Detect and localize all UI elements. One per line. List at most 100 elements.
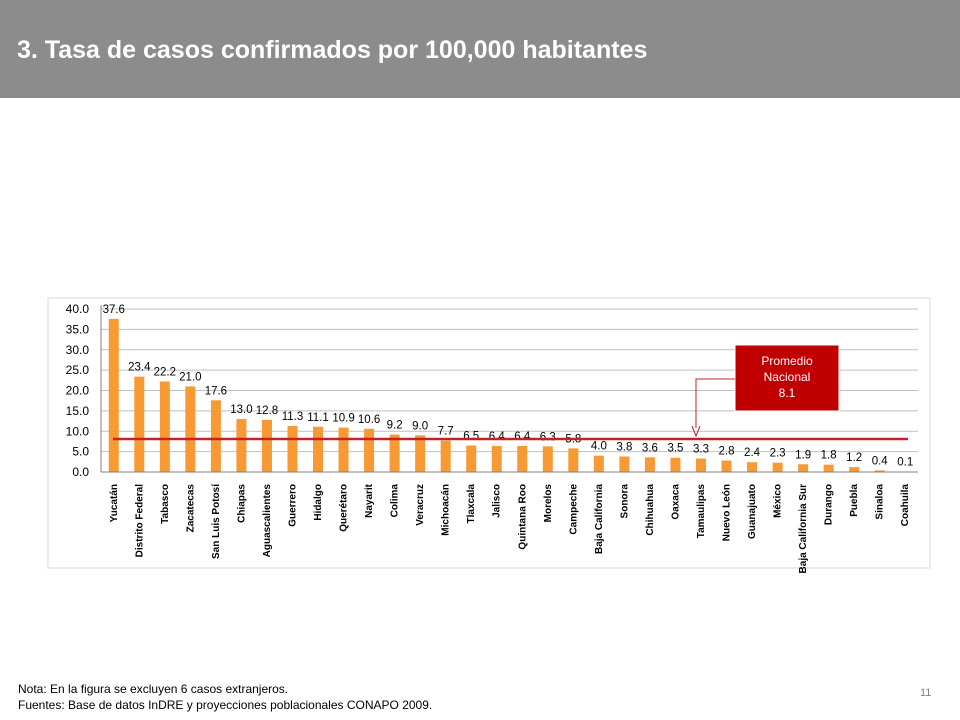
data-label: 2.3 — [770, 448, 786, 460]
data-label: 6.3 — [540, 431, 556, 443]
data-label: 3.3 — [693, 444, 709, 456]
x-tick-label: Aguascalientes — [262, 484, 273, 558]
footnote-note: Nota: En la figura se excluyen 6 casos e… — [18, 682, 289, 696]
data-label: 6.4 — [489, 431, 506, 443]
data-label: 1.2 — [846, 452, 862, 464]
callout-arrowhead — [691, 425, 701, 438]
x-tick-label: San Luis Potosí — [211, 483, 222, 559]
bar — [849, 467, 860, 472]
bar — [364, 428, 375, 472]
data-label: 9.2 — [387, 420, 403, 432]
y-tick-label: 0.0 — [72, 465, 89, 479]
data-label: 37.6 — [103, 304, 125, 316]
x-tick-label: Sonora — [619, 484, 630, 519]
x-tick-label: Chihuahua — [645, 484, 656, 536]
bar — [823, 464, 834, 472]
y-tick-label: 35.0 — [66, 322, 90, 336]
data-label: 22.2 — [154, 367, 176, 379]
data-label: 17.6 — [205, 385, 227, 397]
bar — [874, 470, 885, 472]
bar — [542, 446, 553, 472]
data-label: 12.8 — [256, 405, 278, 417]
x-tick-label: Veracruz — [415, 484, 426, 526]
bar — [415, 435, 426, 472]
x-tick-label: Morelos — [543, 484, 554, 523]
data-label: 13.0 — [230, 404, 252, 416]
page-number: 11 — [920, 687, 932, 699]
bar — [159, 381, 170, 472]
bar — [134, 376, 145, 472]
x-tick-label: Querétaro — [339, 484, 350, 532]
bar — [517, 445, 528, 472]
bar — [644, 457, 655, 472]
y-tick-label: 15.0 — [66, 404, 90, 418]
data-label: 0.1 — [897, 457, 913, 469]
bar — [108, 318, 119, 472]
bar — [313, 426, 324, 472]
x-tick-label: Guerrero — [287, 484, 298, 527]
data-label: 1.8 — [821, 450, 837, 462]
x-tick-label: Sinaloa — [875, 484, 886, 520]
x-tick-label: México — [773, 484, 784, 518]
data-label: 21.0 — [179, 371, 201, 383]
bar — [261, 419, 272, 472]
x-tick-label: Durango — [824, 484, 835, 525]
bar — [236, 419, 247, 472]
bar — [695, 458, 706, 472]
average-callout-text: Nacional — [764, 370, 811, 384]
data-label: 3.5 — [667, 443, 683, 455]
data-label: 10.6 — [358, 414, 380, 426]
data-label: 0.4 — [872, 455, 889, 467]
data-label: 3.6 — [642, 442, 658, 454]
average-callout-text: 8.1 — [779, 386, 796, 400]
x-tick-label: Distrito Federal — [134, 484, 145, 558]
callout-connector — [695, 378, 735, 428]
data-label: 23.4 — [128, 362, 151, 374]
bar — [210, 400, 221, 472]
bar — [568, 448, 579, 472]
x-tick-label: Tabasco — [160, 484, 171, 524]
x-tick-label: Guanajuato — [747, 484, 758, 539]
x-tick-label: Nayarit — [364, 483, 375, 518]
chart-frame — [47, 297, 931, 569]
x-tick-label: Tamaulipas — [696, 484, 707, 539]
bar — [389, 434, 400, 472]
bar — [670, 457, 681, 472]
bar — [721, 460, 732, 472]
bar — [747, 462, 758, 472]
data-label: 1.9 — [795, 449, 811, 461]
bar — [772, 462, 783, 472]
x-tick-label: Campeche — [568, 484, 579, 535]
x-tick-label: Jalisco — [492, 484, 503, 518]
data-label: 6.5 — [463, 431, 479, 443]
bar — [185, 386, 196, 472]
footnote-sources: Fuentes: Base de datos InDRE y proyeccio… — [18, 698, 433, 712]
bar — [798, 464, 809, 472]
average-callout-text: Promedio — [761, 354, 813, 368]
header-bar: 3. Tasa de casos confirmados por 100,000… — [0, 0, 960, 98]
x-tick-label: Chiapas — [236, 484, 247, 523]
data-label: 3.8 — [616, 442, 632, 454]
x-tick-label: Puebla — [849, 484, 860, 517]
average-callout-box — [734, 344, 840, 412]
data-label: 6.4 — [514, 431, 531, 443]
bar — [338, 427, 349, 472]
x-tick-label: Quintana Roo — [517, 484, 528, 550]
page-title: 3. Tasa de casos confirmados por 100,000… — [17, 36, 648, 64]
y-tick-label: 5.0 — [72, 445, 89, 459]
bar — [619, 456, 630, 472]
x-tick-label: Hidalgo — [313, 484, 324, 521]
data-label: 11.1 — [307, 412, 329, 424]
bar — [466, 445, 477, 472]
data-label: 2.8 — [719, 446, 735, 458]
x-tick-label: Michoacán — [441, 484, 452, 536]
y-tick-label: 10.0 — [66, 424, 90, 438]
x-tick-label: Baja California — [594, 484, 605, 554]
x-tick-label: Coahuila — [900, 484, 911, 527]
bar — [593, 455, 604, 472]
data-label: 4.0 — [591, 441, 607, 453]
bar — [491, 445, 502, 472]
x-tick-label: Tlaxcala — [466, 484, 477, 524]
bar — [440, 440, 451, 472]
